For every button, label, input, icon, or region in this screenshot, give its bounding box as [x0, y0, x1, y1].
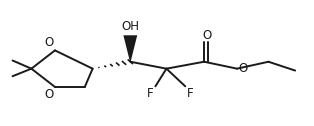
- Text: F: F: [187, 87, 194, 100]
- Polygon shape: [123, 35, 137, 62]
- Text: OH: OH: [121, 20, 139, 33]
- Text: F: F: [147, 87, 154, 100]
- Text: O: O: [44, 88, 53, 101]
- Text: O: O: [44, 36, 53, 49]
- Text: O: O: [202, 29, 211, 42]
- Text: O: O: [238, 61, 247, 75]
